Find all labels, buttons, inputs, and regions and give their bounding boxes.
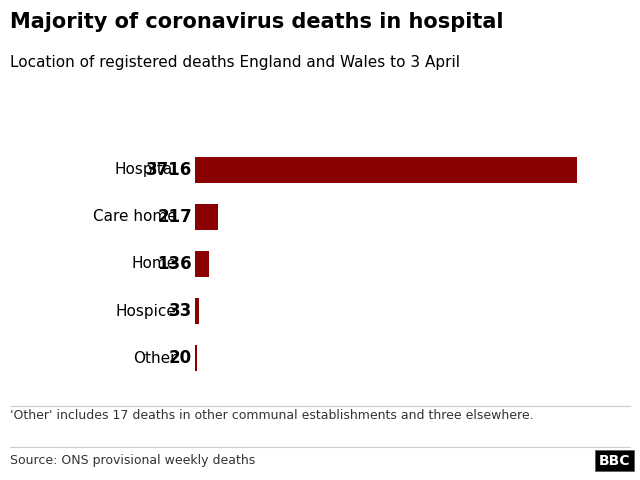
Text: Hospice: Hospice	[116, 304, 177, 319]
Text: 217: 217	[157, 208, 192, 226]
Text: Majority of coronavirus deaths in hospital: Majority of coronavirus deaths in hospit…	[10, 12, 503, 32]
Text: Hospital: Hospital	[114, 162, 177, 177]
Bar	[195, 157, 577, 183]
Bar	[195, 251, 209, 277]
Text: Home: Home	[131, 256, 177, 272]
Bar	[195, 298, 198, 324]
Text: 33: 33	[169, 302, 192, 320]
Text: 20: 20	[169, 349, 192, 367]
Text: Other: Other	[133, 351, 177, 366]
Text: 136: 136	[157, 255, 192, 273]
Text: Source: ONS provisional weekly deaths: Source: ONS provisional weekly deaths	[10, 454, 255, 467]
Text: 3716: 3716	[146, 161, 192, 179]
Text: Location of registered deaths England and Wales to 3 April: Location of registered deaths England an…	[10, 55, 460, 70]
Text: 'Other' includes 17 deaths in other communal establishments and three elsewhere.: 'Other' includes 17 deaths in other comm…	[10, 409, 533, 422]
Bar	[195, 345, 197, 371]
Text: Care home: Care home	[93, 209, 177, 224]
Text: BBC: BBC	[599, 454, 630, 468]
Bar	[195, 204, 218, 230]
